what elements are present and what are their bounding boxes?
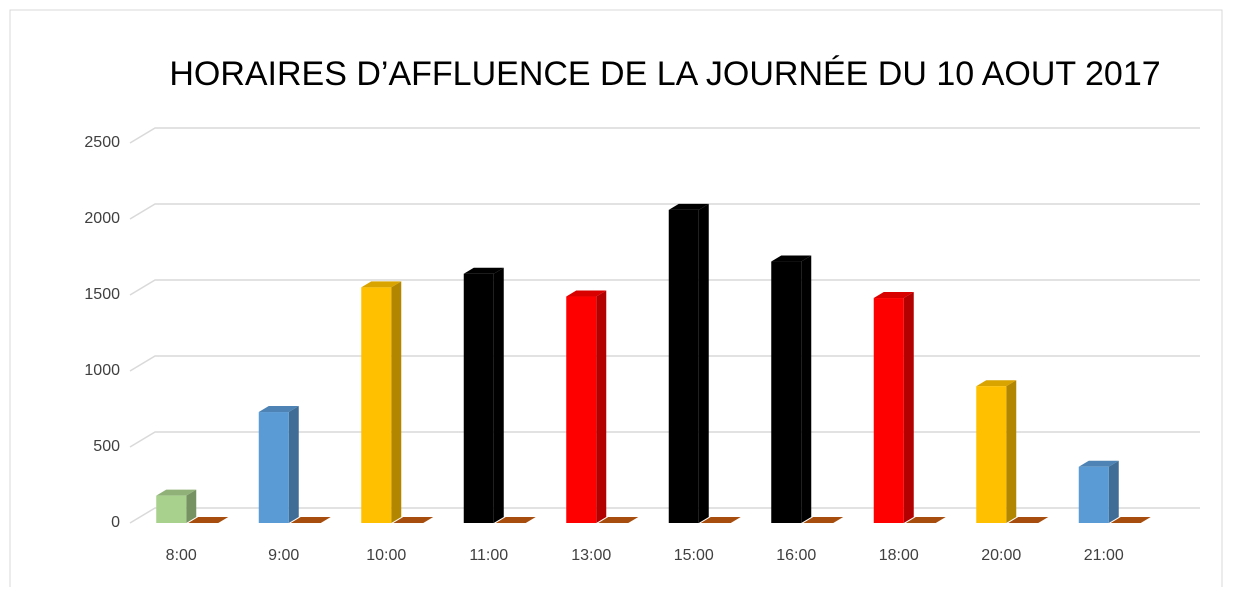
bar [771, 262, 801, 523]
x-tick-label: 13:00 [571, 547, 611, 564]
x-tick-label: 21:00 [1084, 547, 1124, 564]
y-tick-label: 2500 [84, 134, 120, 151]
x-tick-label: 10:00 [366, 547, 406, 564]
bar [874, 298, 904, 523]
x-tick-label: 9:00 [268, 547, 299, 564]
y-tick-label: 2000 [84, 210, 120, 227]
chart-title: HORAIRES D’AFFLUENCE DE LA JOURNÉE DU 10… [169, 55, 1160, 93]
y-tick-label: 0 [111, 514, 120, 531]
bar-side [1006, 380, 1016, 523]
x-tick-label: 11:00 [469, 547, 508, 564]
bar [566, 297, 596, 523]
bar [1079, 467, 1109, 523]
x-tick-label: 15:00 [674, 547, 714, 564]
bar-side [494, 268, 504, 523]
bar [156, 496, 186, 523]
bar-side [904, 292, 914, 523]
bar-side [289, 406, 299, 523]
bar [976, 386, 1006, 523]
y-tick-label: 1500 [84, 286, 120, 303]
bar [361, 287, 391, 523]
x-tick-label: 16:00 [776, 547, 816, 564]
bar-side [801, 256, 811, 523]
bar [669, 210, 699, 523]
x-tick-label: 8:00 [166, 547, 197, 564]
bar [464, 274, 494, 523]
y-tick-label: 500 [93, 438, 120, 455]
bar-side [699, 204, 709, 523]
bar-side [391, 281, 401, 523]
bar [259, 412, 289, 523]
y-tick-label: 1000 [84, 362, 120, 379]
bar-side [596, 291, 606, 523]
x-tick-label: 18:00 [879, 547, 919, 564]
bar-side [1109, 461, 1119, 523]
x-tick-label: 20:00 [981, 547, 1021, 564]
